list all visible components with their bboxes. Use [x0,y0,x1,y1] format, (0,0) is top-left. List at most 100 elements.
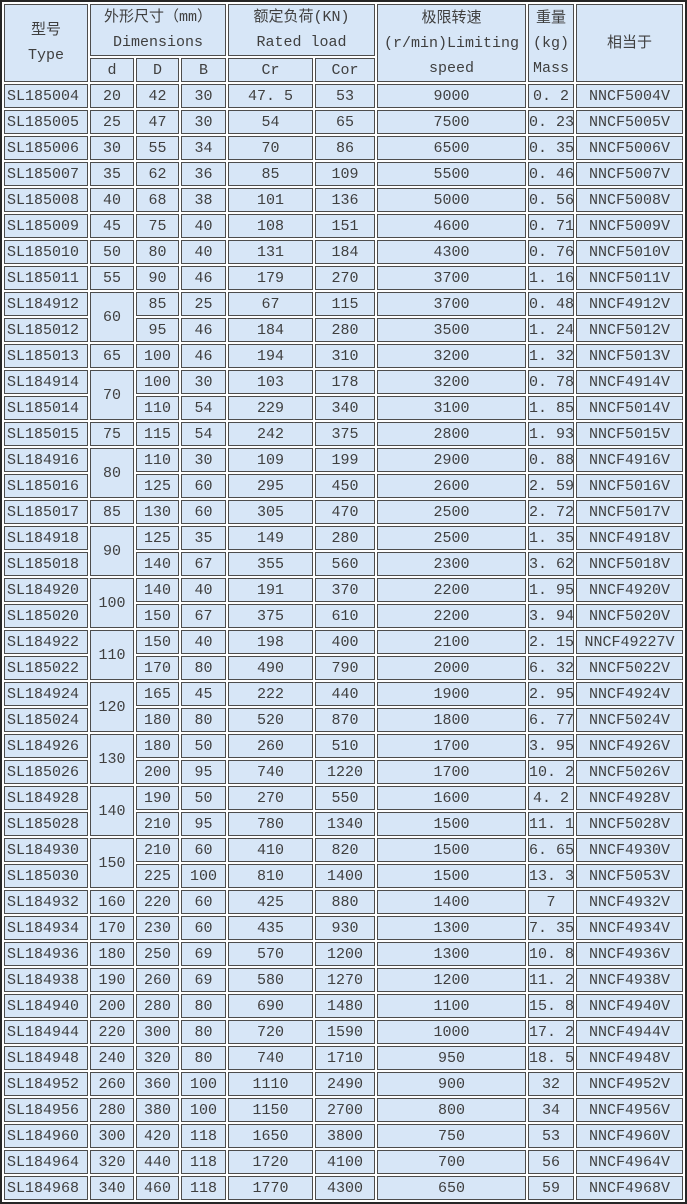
cell-B: 40 [181,630,227,654]
cell-cr: 229 [228,396,314,420]
cell-D: 190 [136,786,179,810]
cell-cr: 490 [228,656,314,680]
cell-D: 80 [136,240,179,264]
cell-D: 320 [136,1046,179,1070]
cell-mass: 3. 62 [528,552,575,576]
cell-mass: 4. 2 [528,786,575,810]
cell-type: SL185011 [4,266,88,290]
cell-B: 40 [181,578,227,602]
cell-speed: 2500 [377,526,527,550]
table-row: SL185013 65 100 46 194 310 3200 1. 32 NNCF5013V [4,344,684,368]
cell-mass: 7. 35 [528,916,575,940]
cell-cor: 820 [315,838,376,862]
cell-equiv: NNCF5010V [576,240,684,264]
cell-d: 280 [90,1098,134,1122]
table-row: SL185011 55 90 46 179 270 3700 1. 16 NNCF5011V [4,266,684,290]
cell-d: 110 [90,630,134,680]
cell-mass: 59 [528,1176,575,1200]
cell-speed: 1900 [377,682,527,706]
cell-d: 340 [90,1176,134,1200]
cell-cor: 870 [315,708,376,732]
cell-D: 165 [136,682,179,706]
table-row: SL184944 220 300 80 720 1590 1000 17. 2 NNCF4944… [4,1020,684,1044]
cell-B: 38 [181,188,227,212]
cell-d: 120 [90,682,134,732]
cell-speed: 1700 [377,760,527,784]
cell-speed: 3100 [377,396,527,420]
cell-cor: 440 [315,682,376,706]
cell-equiv: NNCF4916V [576,448,684,472]
table-row: SL185005 25 47 30 54 65 7500 0. 23 NNCF5005V [4,110,684,134]
cell-speed: 2000 [377,656,527,680]
cell-mass: 53 [528,1124,575,1148]
cell-speed: 9000 [377,84,527,108]
table-row: SL184948 240 320 80 740 1710 950 18. 5 NNCF4948V [4,1046,684,1070]
cell-cor: 1480 [315,994,376,1018]
cell-cor: 510 [315,734,376,758]
cell-cr: 305 [228,500,314,524]
cell-cor: 1710 [315,1046,376,1070]
cell-cr: 375 [228,604,314,628]
cell-B: 118 [181,1124,227,1148]
cell-equiv: NNCF4938V [576,968,684,992]
cell-B: 67 [181,552,227,576]
cell-cor: 375 [315,422,376,446]
cell-mass: 6. 77 [528,708,575,732]
header-dimensions-en: Dimensions [113,34,204,51]
cell-d: 300 [90,1124,134,1148]
cell-cor: 280 [315,526,376,550]
table-row: SL184938 190 260 69 580 1270 1200 11. 2 NNCF4938… [4,968,684,992]
cell-mass: 1. 24 [528,318,575,342]
cell-equiv: NNCF4952V [576,1072,684,1096]
cell-equiv: NNCF5024V [576,708,684,732]
cell-mass: 17. 2 [528,1020,575,1044]
cell-cor: 340 [315,396,376,420]
cell-D: 62 [136,162,179,186]
cell-mass: 0. 23 [528,110,575,134]
cell-equiv: NNCF4940V [576,994,684,1018]
cell-cor: 270 [315,266,376,290]
table-row: SL185012 95 46 184 280 3500 1. 24 NNCF5012V [4,318,684,342]
cell-cr: 194 [228,344,314,368]
cell-cor: 470 [315,500,376,524]
cell-type: SL185017 [4,500,88,524]
cell-speed: 1500 [377,838,527,862]
cell-cor: 184 [315,240,376,264]
cell-type: SL184922 [4,630,88,654]
cell-D: 42 [136,84,179,108]
cell-mass: 2. 95 [528,682,575,706]
cell-cr: 67 [228,292,314,316]
cell-d: 80 [90,448,134,498]
cell-B: 80 [181,708,227,732]
table-row: SL185018 140 67 355 560 2300 3. 62 NNCF5018V [4,552,684,576]
cell-speed: 2300 [377,552,527,576]
cell-cor: 310 [315,344,376,368]
cell-cor: 4300 [315,1176,376,1200]
cell-equiv: NNCF4926V [576,734,684,758]
cell-speed: 2600 [377,474,527,498]
cell-type: SL184912 [4,292,88,316]
header-limiting-speed: 极限转速 (r/min)Limiting speed [377,4,527,82]
cell-mass: 11. 1 [528,812,575,836]
cell-D: 260 [136,968,179,992]
cell-d: 100 [90,578,134,628]
cell-equiv: NNCF5012V [576,318,684,342]
table-row: SL184940 200 280 80 690 1480 1100 15. 8 NNCF4940… [4,994,684,1018]
cell-mass: 56 [528,1150,575,1174]
cell-cr: 1720 [228,1150,314,1174]
cell-type: SL185012 [4,318,88,342]
cell-D: 110 [136,448,179,472]
cell-cr: 222 [228,682,314,706]
cell-equiv: NNCF5004V [576,84,684,108]
cell-B: 25 [181,292,227,316]
cell-B: 80 [181,1020,227,1044]
cell-B: 54 [181,396,227,420]
cell-mass: 10. 8 [528,942,575,966]
cell-cr: 295 [228,474,314,498]
cell-mass: 0. 78 [528,370,575,394]
cell-mass: 1. 93 [528,422,575,446]
table-row: SL184916 80 110 30 109 199 2900 0. 88 NNCF4916V [4,448,684,498]
cell-d: 75 [90,422,134,446]
cell-mass: 0. 76 [528,240,575,264]
cell-cr: 149 [228,526,314,550]
